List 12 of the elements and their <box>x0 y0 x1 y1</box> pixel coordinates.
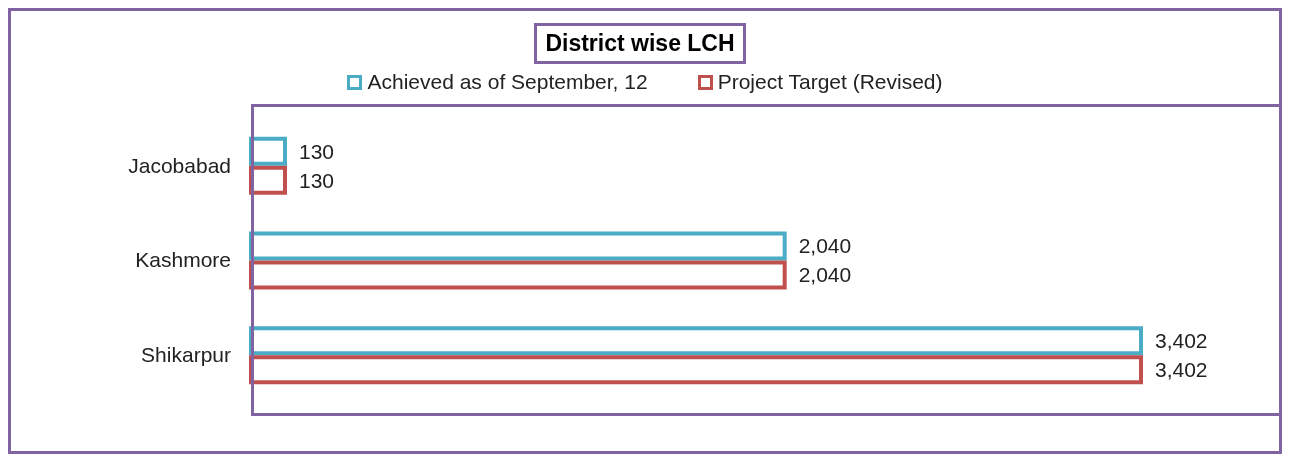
chart-title: District wise LCH <box>534 23 746 64</box>
data-label: 2,040 <box>798 234 852 258</box>
y-tick-label: Jacobabad <box>128 153 231 177</box>
data-label: 2,040 <box>798 263 852 287</box>
y-tick-label: Shikarpur <box>141 343 231 367</box>
legend-label: Achieved as of September, 12 <box>366 70 648 94</box>
legend-label: Project Target (Revised) <box>716 70 943 94</box>
data-label: 130 <box>299 139 335 163</box>
data-label: 3,402 <box>1155 358 1208 382</box>
y-tick-label: Kashmore <box>135 248 231 272</box>
data-label: 3,402 <box>1155 329 1208 353</box>
data-label: 130 <box>299 168 335 192</box>
